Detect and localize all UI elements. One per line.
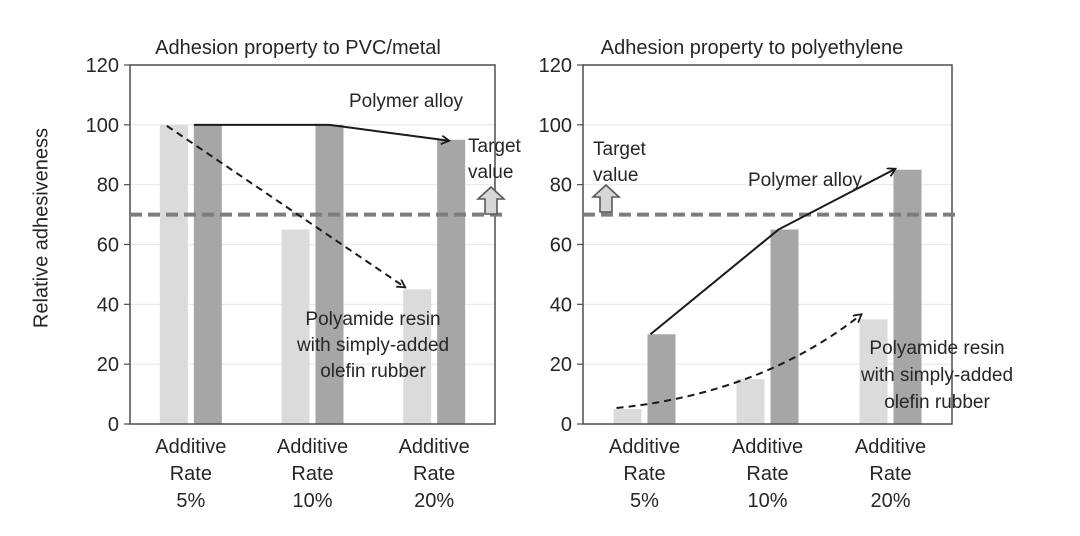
- x-category-label-2: Additive Rate 10%: [277, 436, 348, 512]
- x-category-label-1-line-0: Additive: [609, 436, 680, 458]
- bar-polyamide-10pct: [281, 229, 310, 424]
- x-category-label-1: Additive Rate 5%: [609, 436, 680, 512]
- x-category-label-3-line-1: Rate: [413, 463, 455, 485]
- bar-polymer-alloy-20pct: [893, 169, 922, 424]
- y-tick-label-60: 60: [97, 235, 119, 257]
- x-category-label-1-line-2: 5%: [176, 490, 205, 512]
- y-tick-label-40: 40: [97, 294, 119, 316]
- x-category-label-2-line-0: Additive: [732, 436, 803, 458]
- y-tick-label-0: 0: [561, 414, 572, 436]
- annotation-target-value: Target value: [593, 139, 647, 186]
- y-tick-label-20: 20: [550, 354, 572, 376]
- annotation-polyamide-resin-line-0: Polyamide resin: [869, 338, 1004, 359]
- y-tick-label-100: 100: [86, 115, 119, 137]
- bar-polyamide-10pct: [736, 379, 765, 424]
- annotation-polymer-alloy: Polymer alloy: [349, 91, 464, 112]
- y-tick-label-20: 20: [97, 354, 119, 376]
- x-category-label-1-line-2: 5%: [630, 490, 659, 512]
- bar-polymer-alloy-5pct: [647, 334, 676, 424]
- bar-polyamide-20pct: [403, 289, 432, 424]
- annotation-target-value-line-1: value: [593, 165, 638, 186]
- chart-pvc-metal: 0 20 40 60 80 100 120 Polymer alloy Polyamide re…: [86, 55, 522, 512]
- annotation-polyamide-resin-line-0: Polyamide resin: [305, 309, 440, 330]
- y-tick-label-80: 80: [97, 175, 119, 197]
- bar-polymer-alloy-5pct: [193, 124, 222, 424]
- chart-title-polyethylene: Adhesion property to polyethylene: [600, 37, 904, 59]
- x-category-label-3-line-2: 20%: [414, 490, 454, 512]
- y-tick-label-120: 120: [86, 55, 119, 77]
- annotation-polyamide-resin-line-1: with simply-added: [296, 335, 449, 356]
- x-category-label-2-line-2: 10%: [747, 490, 787, 512]
- x-category-label-2-line-1: Rate: [291, 463, 333, 485]
- y-tick-label-40: 40: [550, 294, 572, 316]
- annotation-target-value-line-0: Target: [468, 136, 522, 157]
- bar-polymer-alloy-10pct: [315, 124, 344, 424]
- x-category-label-1-line-1: Rate: [170, 463, 212, 485]
- annotation-polyamide-resin: Polyamide resin with simply-added olefin r…: [296, 309, 449, 382]
- bar-polyamide-5pct: [159, 124, 188, 424]
- x-category-label-3-line-0: Additive: [399, 436, 470, 458]
- annotation-polyamide-resin-line-2: olefin rubber: [320, 361, 426, 382]
- chart-polyethylene: 0 20 40 60 80 100 120 Polymer alloy Polyamide re…: [539, 55, 1013, 512]
- bar-polyamide-5pct: [613, 409, 642, 424]
- x-category-label-3-line-2: 20%: [870, 490, 910, 512]
- target-value-arrow-icon: [475, 185, 507, 215]
- x-category-label-3-line-1: Rate: [869, 463, 911, 485]
- annotation-target-value-line-0: Target: [593, 139, 647, 160]
- x-category-label-1-line-1: Rate: [623, 463, 665, 485]
- annotation-target-value-line-1: value: [468, 162, 513, 183]
- y-tick-label-80: 80: [550, 175, 572, 197]
- y-tick-label-0: 0: [108, 414, 119, 436]
- annotation-polyamide-resin-line-1: with simply-added: [860, 365, 1013, 386]
- annotation-polymer-alloy: Polymer alloy: [748, 170, 863, 191]
- annotation-polyamide-resin: Polyamide resin with simply-added olefin r…: [860, 338, 1013, 413]
- x-category-label-2-line-1: Rate: [746, 463, 788, 485]
- x-category-label-2-line-2: 10%: [292, 490, 332, 512]
- bar-polymer-alloy-20pct: [437, 139, 466, 424]
- x-category-label-2-line-0: Additive: [277, 436, 348, 458]
- x-category-label-3-line-0: Additive: [855, 436, 926, 458]
- bar-polyamide-20pct: [859, 319, 888, 424]
- trend-line-polymer-alloy: [649, 169, 896, 336]
- trend-line-polyamide: [616, 314, 862, 410]
- x-category-label-3: Additive Rate 20%: [855, 436, 926, 512]
- target-value-arrow-icon: [590, 183, 622, 213]
- x-category-label-3: Additive Rate 20%: [399, 436, 470, 512]
- x-category-label-1: Additive Rate 5%: [155, 436, 226, 512]
- chart-title-pvc-metal: Adhesion property to PVC/metal: [155, 37, 441, 59]
- x-category-label-2: Additive Rate 10%: [732, 436, 803, 512]
- bar-polymer-alloy-10pct: [770, 229, 799, 424]
- y-tick-label-120: 120: [539, 55, 572, 77]
- annotation-polyamide-resin-line-2: olefin rubber: [884, 392, 990, 413]
- x-category-label-1-line-0: Additive: [155, 436, 226, 458]
- annotation-target-value: Target value: [468, 136, 522, 183]
- y-tick-label-100: 100: [539, 115, 572, 137]
- trend-line-polymer-alloy: [193, 123, 449, 141]
- y-tick-label-60: 60: [550, 235, 572, 257]
